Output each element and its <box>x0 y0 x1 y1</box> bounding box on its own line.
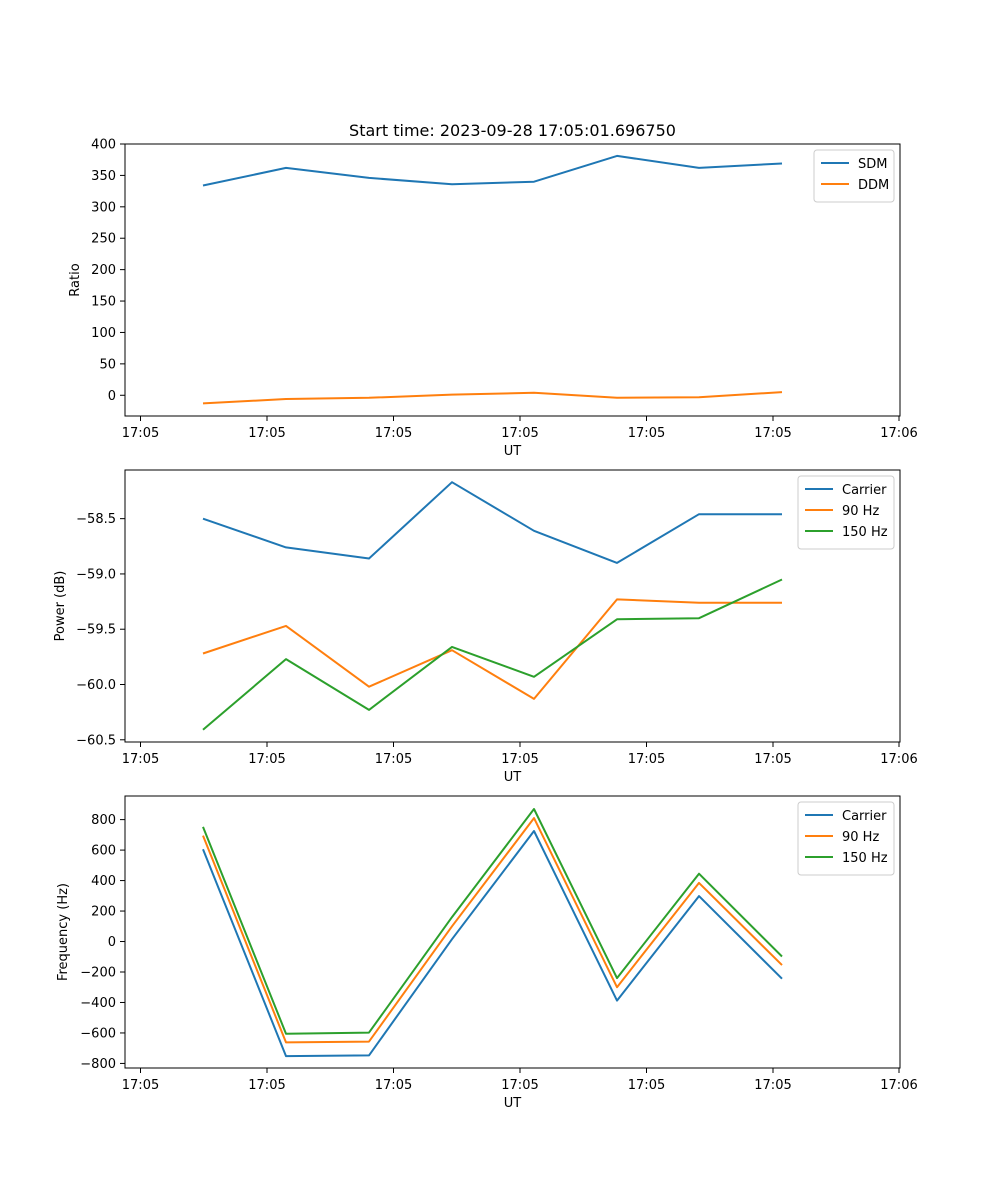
y-tick-label: 800 <box>91 813 116 828</box>
y-tick-label: 200 <box>91 263 116 278</box>
y-tick-label: −800 <box>80 1057 116 1072</box>
legend-label: Carrier <box>842 809 887 824</box>
axes-frame <box>124 795 901 1069</box>
y-tick-label: 200 <box>91 905 116 920</box>
legend-label: DDM <box>858 178 889 193</box>
x-tick-label: 17:06 <box>880 426 917 441</box>
x-tick-label: 17:05 <box>501 752 538 767</box>
x-tick-label: 17:05 <box>248 1078 285 1093</box>
subplot-3: −800 −600 −400 −200 0 200 400 600 800 17:05 17:05 1… <box>56 795 918 1111</box>
legend: SDM DDM <box>813 149 895 203</box>
x-tick-label: 17:05 <box>501 426 538 441</box>
x-tick-label: 17:05 <box>375 1078 412 1093</box>
series-line-150-hz <box>202 578 783 731</box>
y-tick-label: 0 <box>108 389 116 404</box>
y-axis-label: Power (dB) <box>53 571 68 642</box>
x-tick-label: 17:05 <box>122 752 159 767</box>
x-tick-label: 17:05 <box>375 752 412 767</box>
x-tick-label: 17:05 <box>122 426 159 441</box>
series-line-ddm <box>202 391 783 405</box>
x-tick-label: 17:05 <box>754 426 791 441</box>
x-axis-label: UT <box>504 1096 522 1111</box>
subplot-2: −60.5 −60.0 −59.5 −59.0 −58.5 17:05 17:05 17:05… <box>53 469 918 785</box>
legend-label: 90 Hz <box>842 830 879 845</box>
x-tick-label: 17:05 <box>501 1078 538 1093</box>
y-tick-label: 600 <box>91 844 116 859</box>
series-line-150-hz <box>202 808 783 1035</box>
y-tick-label: −600 <box>80 1026 116 1041</box>
y-tick-label: −59.0 <box>76 567 116 582</box>
y-tick-label: −400 <box>80 996 116 1011</box>
y-tick-label: 50 <box>99 357 116 372</box>
y-tick-label: 250 <box>91 232 116 247</box>
x-tick-label: 17:05 <box>375 426 412 441</box>
axes-frame <box>124 469 901 743</box>
x-axis-label: UT <box>504 770 522 785</box>
y-tick-label: −59.5 <box>76 623 116 638</box>
legend-label: SDM <box>858 157 887 172</box>
series-line-sdm <box>202 154 783 187</box>
y-tick-label: −60.5 <box>76 733 116 748</box>
axes-frame <box>124 143 901 417</box>
x-tick-label: 17:05 <box>628 1078 665 1093</box>
series-line-90-hz <box>202 598 782 700</box>
legend-label: Carrier <box>842 483 887 498</box>
y-axis-label: Ratio <box>68 263 83 296</box>
y-tick-label: 400 <box>91 138 116 153</box>
legend: Carrier 90 Hz 150 Hz <box>797 801 895 876</box>
series-line-90-hz <box>202 817 783 1044</box>
legend-label: 150 Hz <box>842 525 888 540</box>
y-tick-label: −60.0 <box>76 678 116 693</box>
y-tick-label: 400 <box>91 874 116 889</box>
x-tick-label: 17:06 <box>880 752 917 767</box>
chart-title: Start time: 2023-09-28 17:05:01.696750 <box>349 121 676 140</box>
subplot-1: 0 50 100 150 200 250 300 350 400 17:05 17:05 17:05 1… <box>68 138 918 460</box>
y-axis-label: Frequency (Hz) <box>56 883 71 981</box>
y-tick-label: −200 <box>80 966 116 981</box>
x-tick-label: 17:05 <box>754 1078 791 1093</box>
x-tick-label: 17:05 <box>122 1078 159 1093</box>
y-tick-label: 150 <box>91 295 116 310</box>
legend-label: 90 Hz <box>842 504 879 519</box>
legend: Carrier 90 Hz 150 Hz <box>797 475 895 550</box>
x-tick-label: 17:05 <box>248 426 285 441</box>
x-tick-label: 17:06 <box>880 1078 917 1093</box>
x-tick-label: 17:05 <box>628 426 665 441</box>
x-tick-label: 17:05 <box>248 752 285 767</box>
y-tick-label: 350 <box>91 169 116 184</box>
x-tick-label: 17:05 <box>754 752 791 767</box>
y-tick-label: −58.5 <box>76 512 116 527</box>
y-tick-label: 100 <box>91 326 116 341</box>
x-tick-label: 17:05 <box>628 752 665 767</box>
series-line-carrier <box>202 481 782 564</box>
y-tick-label: 300 <box>91 200 116 215</box>
y-tick-label: 0 <box>108 935 116 950</box>
legend-label: 150 Hz <box>842 851 888 866</box>
series-line-carrier <box>202 830 783 1058</box>
x-axis-label: UT <box>504 444 522 459</box>
